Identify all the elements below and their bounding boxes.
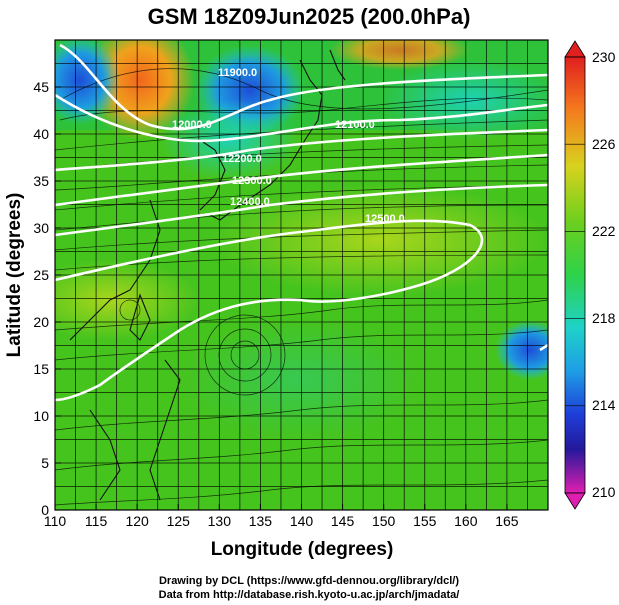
- x-axis-label: Longitude (degrees): [211, 539, 394, 560]
- y-tick-label: 20: [33, 314, 49, 330]
- x-tick-label: 110: [44, 513, 67, 529]
- y-tick-label: 40: [33, 126, 49, 142]
- y-tick-label: 10: [33, 408, 49, 424]
- colorbar-label-230: 230: [592, 49, 616, 65]
- x-tick-label: 150: [372, 513, 396, 529]
- colorbar-label-222: 222: [592, 223, 616, 239]
- x-tick-label: 135: [249, 513, 273, 529]
- y-axis-ticks: 0 5 10 15 20 25 30 35 40 45: [33, 79, 61, 518]
- x-tick-label: 140: [290, 513, 314, 529]
- contour-labels: 11900.0 12000.0 12100.0 12200.0 12300.0 …: [172, 67, 405, 225]
- x-tick-label: 165: [495, 513, 519, 529]
- contour-label-12100: 12100.0: [335, 119, 375, 131]
- height-contours: [55, 43, 548, 402]
- colorbar-label-214: 214: [592, 397, 616, 413]
- y-tick-label: 35: [33, 173, 49, 189]
- contour-label-12500: 12500.0: [365, 213, 405, 225]
- credit-drawing: Drawing by DCL (https://www.gfd-dennou.o…: [159, 575, 459, 587]
- contour-label-12300: 12300.0: [232, 175, 272, 187]
- colorbar-label-226: 226: [592, 136, 616, 152]
- y-tick-label: 5: [41, 455, 49, 471]
- x-tick-label: 145: [331, 513, 355, 529]
- y-tick-label: 45: [33, 79, 49, 95]
- x-tick-label: 155: [413, 513, 437, 529]
- x-tick-label: 130: [208, 513, 232, 529]
- map-grid: [55, 40, 548, 510]
- contour-label-12400: 12400.0: [230, 196, 270, 208]
- x-axis-ticks: 110 115 120 125 130 135 140 145 150 155 160 165: [44, 504, 519, 529]
- colorbar-top-arrow: [564, 40, 586, 58]
- map-plot-area: 11900.0 12000.0 12100.0 12200.0 12300.0 …: [55, 40, 548, 510]
- contour-label-11900: 11900.0: [218, 67, 257, 79]
- x-tick-label: 125: [167, 513, 191, 529]
- credit-data: Data from http://database.rish.kyoto-u.a…: [159, 589, 460, 601]
- y-tick-label: 0: [41, 502, 49, 518]
- y-tick-label: 30: [33, 220, 49, 236]
- wind-streamlines: [55, 68, 548, 506]
- colorbar-bottom-arrow: [564, 492, 586, 510]
- y-tick-label: 25: [33, 267, 49, 283]
- contour-label-12200: 12200.0: [222, 153, 262, 165]
- colorbar-label-218: 218: [592, 310, 616, 326]
- x-tick-label: 160: [454, 513, 478, 529]
- contour-label-12000: 12000.0: [172, 119, 212, 131]
- y-tick-label: 15: [33, 361, 49, 377]
- colorbar-gradient: [564, 56, 586, 494]
- x-tick-label: 115: [85, 513, 108, 529]
- y-axis-label: Latitude (degrees): [4, 193, 25, 358]
- chart-title: GSM 18Z09Jun2025 (200.0hPa): [148, 4, 471, 29]
- colorbar-label-210: 210: [592, 484, 616, 500]
- colorbar: 230 226 222 218 214 210: [564, 40, 616, 510]
- x-tick-label: 120: [125, 513, 149, 529]
